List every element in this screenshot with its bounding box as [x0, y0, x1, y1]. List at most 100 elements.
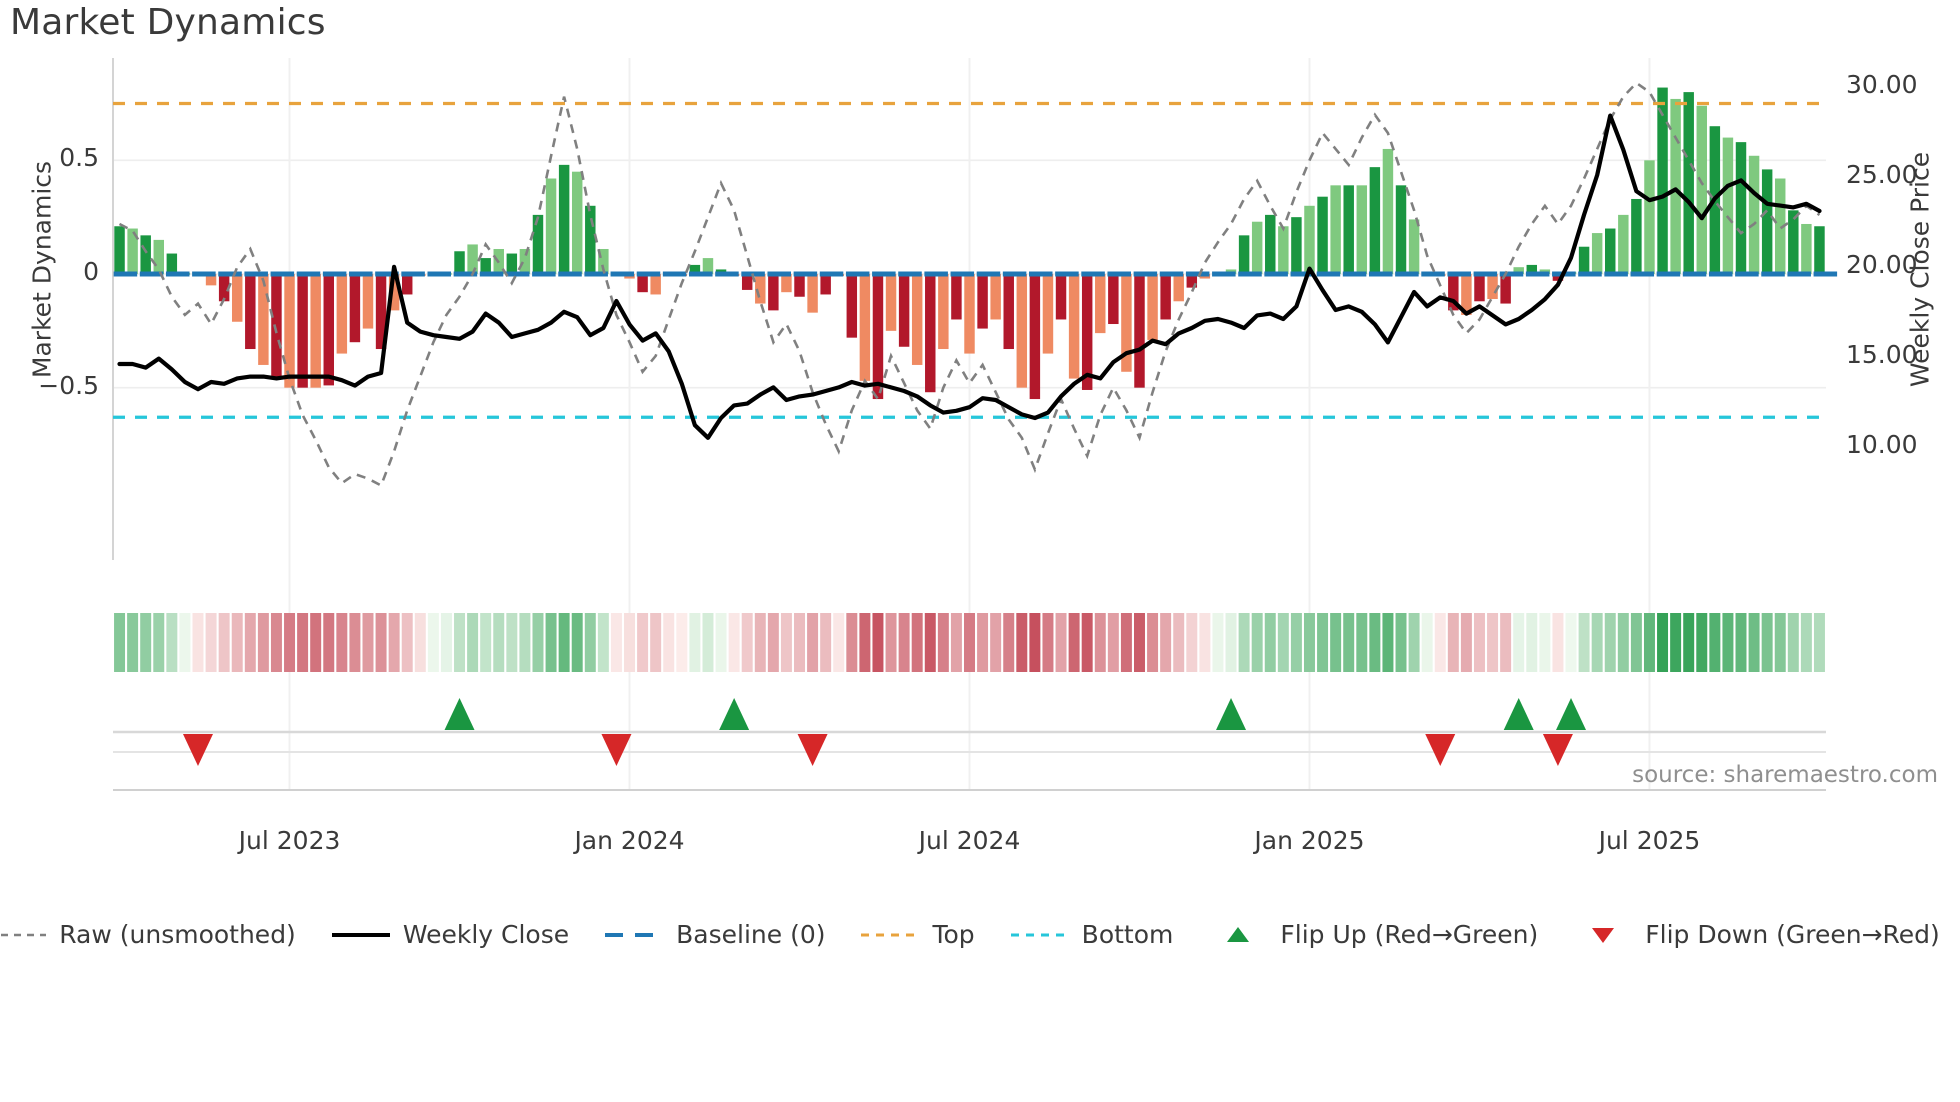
heatmap-cell [1487, 613, 1499, 672]
heatmap-cell [911, 613, 923, 672]
heatmap-cell [754, 613, 766, 672]
legend-item-2[interactable]: Baseline (0) [603, 920, 825, 949]
legend-marker-triangle-up [1227, 926, 1250, 942]
heatmap-cell [1212, 613, 1224, 672]
bar [1761, 169, 1773, 274]
bar [480, 258, 491, 274]
bar [1814, 226, 1825, 274]
bar [1081, 274, 1093, 390]
flip-up-marker [1216, 698, 1247, 730]
heatmap-cell [454, 613, 466, 672]
flip-up-marker [1556, 698, 1587, 730]
flip-markers [182, 698, 1587, 766]
heatmap-cell [937, 613, 949, 672]
bar [114, 226, 125, 274]
bar [1238, 235, 1250, 274]
heatmap-cell [1264, 613, 1276, 672]
bar [1788, 210, 1799, 274]
legend-marker-dashed-line [0, 933, 47, 936]
heatmap-cell [545, 613, 557, 672]
heatmap-cell [1643, 613, 1655, 672]
bar [1003, 274, 1014, 350]
heatmap-cell [859, 613, 871, 672]
y-axis-right-tick-label: 15.00 [1846, 339, 1918, 369]
bar [1748, 155, 1760, 274]
bar [519, 248, 531, 274]
heatmap-cell [1473, 613, 1485, 672]
heatmap-cell [1003, 613, 1015, 672]
x-axis-tick-label: Jan 2025 [1254, 826, 1365, 855]
heatmap-cell [140, 613, 152, 672]
bar [1042, 274, 1054, 354]
legend-item-0[interactable]: Raw (unsmoothed) [0, 920, 296, 949]
legend-item-1[interactable]: Weekly Close [330, 920, 569, 949]
heatmap-cell [427, 613, 439, 672]
heatmap-cell [179, 613, 191, 672]
bar [1395, 185, 1407, 274]
legend-label: Flip Down (Green→Red) [1645, 920, 1940, 949]
bar [1186, 274, 1198, 288]
y-axis-right-tick-label: 20.00 [1846, 249, 1918, 279]
bar [951, 274, 962, 320]
heatmap-cell [990, 613, 1002, 672]
legend-item-5[interactable]: Flip Up (Red→Green) [1207, 920, 1538, 949]
bar [1526, 264, 1538, 274]
heatmap-cell [610, 613, 622, 672]
heatmap-cell [624, 613, 635, 672]
bar [689, 264, 701, 274]
heatmap-cell [558, 613, 570, 672]
legend-item-3[interactable]: Top [859, 920, 975, 949]
bar [284, 274, 295, 388]
heatmap-cell [1657, 613, 1669, 672]
bar [964, 274, 975, 354]
heatmap-cell [1382, 613, 1394, 672]
bar [1382, 148, 1394, 274]
legend-label: Flip Up (Red→Green) [1280, 920, 1539, 949]
flip-down-marker [797, 734, 828, 766]
chart-legend: Raw (unsmoothed) Weekly Close Baseline (0)… [0, 920, 1960, 949]
heatmap-cell [1120, 613, 1132, 672]
legend-item-4[interactable]: Bottom [1009, 920, 1173, 949]
heatmap-cell [401, 613, 413, 672]
heatmap-cell [1434, 613, 1446, 672]
heatmap-cell [1134, 613, 1145, 672]
heatmap-cell [1107, 613, 1119, 672]
heatmap-cell [1709, 613, 1721, 672]
heatmap-cell [1343, 613, 1355, 672]
bar [388, 274, 400, 311]
heatmap-cell [1173, 613, 1185, 672]
heatmap-cell [1330, 613, 1342, 672]
bar [1291, 217, 1302, 274]
heatmap-cell [284, 613, 296, 672]
x-axis-tick-label: Jul 2025 [1598, 826, 1701, 855]
bar [1147, 274, 1158, 340]
heatmap-cell [192, 613, 204, 672]
heatmap-cell [414, 613, 426, 672]
bar [885, 274, 897, 331]
heatmap-cell [571, 613, 583, 672]
bar [1356, 185, 1368, 274]
heatmap-cell [924, 613, 936, 672]
legend-marker-solid-line [331, 932, 390, 937]
heatmap-cell [336, 613, 348, 672]
bar [755, 274, 766, 304]
bar [1278, 226, 1289, 274]
heatmap-cell [532, 613, 544, 672]
heatmap-cell [1068, 613, 1080, 672]
heatmap-cell [964, 613, 975, 672]
bar [467, 244, 478, 274]
bar [1801, 223, 1812, 274]
bar [336, 274, 348, 354]
bar [781, 274, 792, 293]
heatmap-cell [1251, 613, 1263, 672]
heatmap-cell [715, 613, 727, 672]
bar [271, 274, 282, 379]
heatmap-cell [702, 613, 714, 672]
flip-down-marker [1542, 734, 1573, 766]
bar [1605, 228, 1616, 274]
bar [1055, 274, 1067, 320]
bar [1722, 137, 1734, 274]
legend-item-6[interactable]: Flip Down (Green→Red) [1572, 920, 1940, 949]
bar [1304, 205, 1315, 274]
bar [1487, 274, 1498, 300]
